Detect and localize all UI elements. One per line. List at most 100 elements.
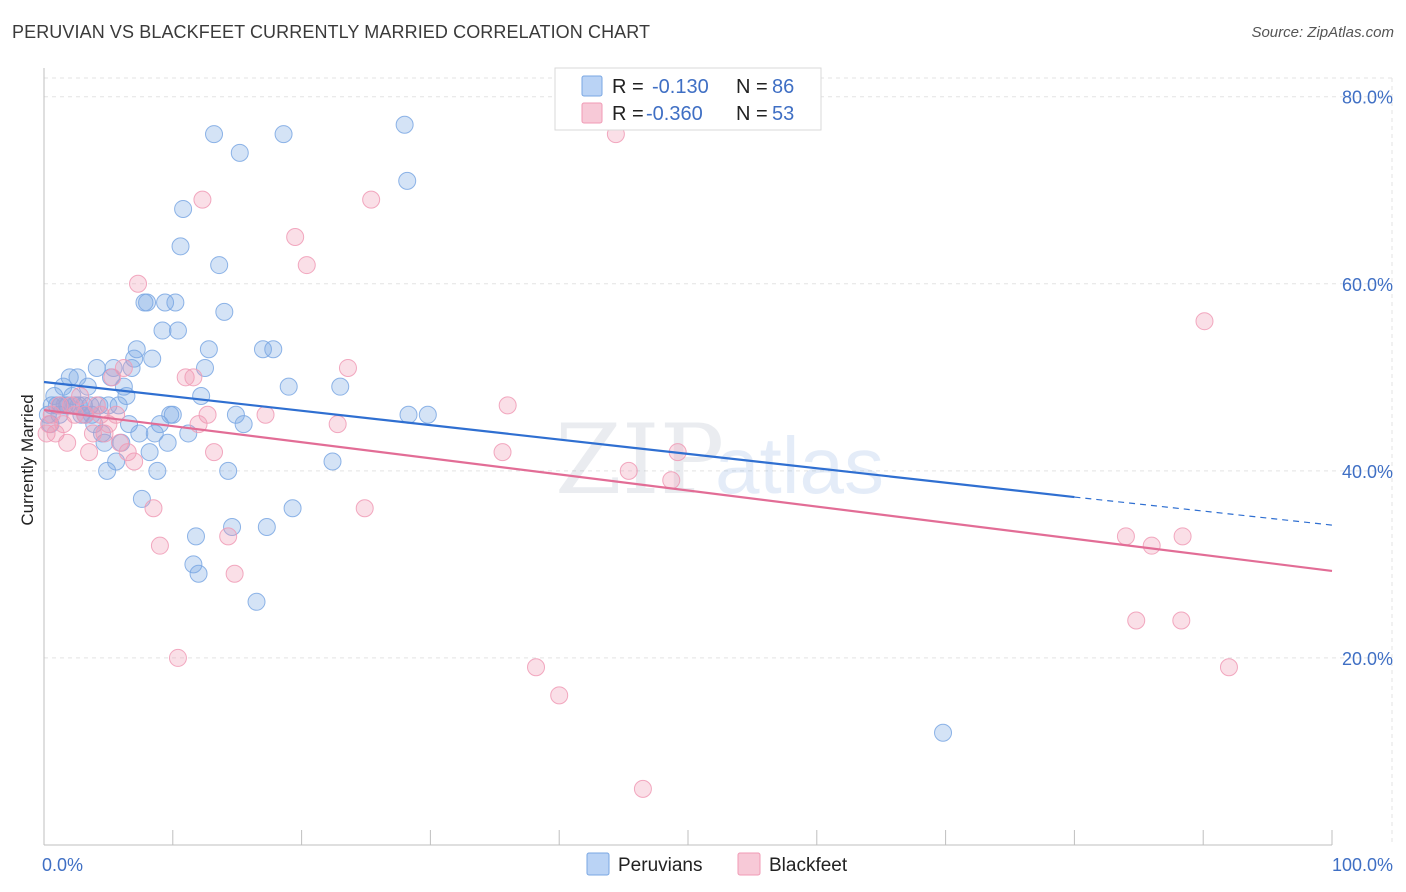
peruvians-point [323,452,342,471]
watermark-zip: ZIP [555,404,724,516]
peruvians-point [283,499,302,518]
peruvians-point [104,358,123,377]
blackfeet-point [297,256,316,275]
peruvians-point [168,321,187,340]
peruvians-point [934,723,953,742]
blackfeet-point [498,396,517,415]
stats-legend: R = -0.130 N = 86 R = -0.360 N = 53 [554,67,822,131]
legend-r-value-1: -0.130 [652,76,709,98]
peruvians-point [143,349,162,368]
axes: 20.0% 40.0% 60.0% 80.0% 0.0% 100.0% [42,68,1393,875]
peruvians-swatch [581,75,603,97]
bottom-legend-peruvians-swatch [586,852,610,876]
blackfeet-point [1195,312,1214,331]
peruvians-point [74,396,93,415]
blackfeet-point [87,396,106,415]
peruvians-point [279,377,298,396]
blackfeet-point [129,274,148,293]
blackfeet-trend-line [43,408,1333,573]
blackfeet-point [71,387,90,406]
peruvians-point [184,555,203,574]
blackfeet-point [184,368,203,387]
series-blackfeet [37,125,1238,798]
peruvians-point [98,461,117,480]
peruvians-point [247,592,266,611]
blackfeet-point [1127,611,1146,630]
blackfeet-point [355,499,374,518]
peruvians-point [264,340,283,359]
peruvians-point [418,405,437,424]
peruvians-point [156,293,175,312]
peruvians-point [158,433,177,452]
blackfeet-point [256,405,275,424]
legend-r-value-2: -0.360 [646,103,703,125]
x-tick-label-min: 0.0% [42,855,83,875]
blackfeet-point [1219,658,1238,677]
bottom-legend-blackfeet-label: Blackfeet [769,855,848,876]
blackfeet-point [110,433,129,452]
blackfeet-point [1142,536,1161,555]
peruvians-point [219,461,238,480]
blackfeet-point [219,527,238,546]
peruvians-point [230,143,249,162]
peruvians-trend-line [43,380,1075,499]
peruvians-point [81,396,100,415]
peruvians-point [226,405,245,424]
blackfeet-point [633,779,652,798]
blackfeet-point [550,686,569,705]
blackfeet-point [493,443,512,462]
peruvians-point [205,125,224,144]
peruvians-point [138,293,157,312]
blackfeet-point [328,415,347,434]
peruvians-point [398,171,417,190]
blackfeet-point [168,648,187,667]
y-tick-label-80: 80.0% [1342,88,1393,108]
blackfeet-point [193,190,212,209]
bottom-legend-peruvians-label: Peruvians [618,855,703,876]
peruvians-point [127,340,146,359]
blackfeet-point [114,358,133,377]
blackfeet-point [338,358,357,377]
peruvians-point [223,517,242,536]
peruvians-trend-extension [1074,496,1333,526]
peruvians-point [331,377,350,396]
legend-r-label-2: R = [612,103,644,125]
watermark: ZIP atlas [555,404,884,516]
blackfeet-point [58,433,77,452]
peruvians-point [210,256,229,275]
peruvians-point [253,340,272,359]
bottom-legend-blackfeet-swatch [737,852,761,876]
x-tick-label-max: 100.0% [1332,855,1393,875]
blackfeet-point [225,564,244,583]
blackfeet-point [1172,611,1191,630]
series-peruvians [38,115,953,742]
y-tick-label-40: 40.0% [1342,462,1393,482]
peruvians-point [130,424,149,443]
peruvians-point [171,237,190,256]
blackfeet-point [91,405,110,424]
peruvians-point [186,527,205,546]
peruvians-point [395,115,414,134]
peruvians-point [192,387,211,406]
blackfeet-point [95,424,114,443]
trend-lines [43,380,1333,573]
blackfeet-point [176,368,195,387]
peruvians-point [257,517,276,536]
blackfeet-point [99,415,118,434]
blackfeet-point [1173,527,1192,546]
source-label: Source: ZipAtlas.com [1251,24,1394,41]
peruvians-point [199,340,218,359]
peruvians-point [54,377,73,396]
y-tick-label-60: 60.0% [1342,275,1393,295]
blackfeet-point [80,443,99,462]
blackfeet-point [286,228,305,247]
peruvians-point [274,125,293,144]
legend-n-label-1: N = [736,76,768,98]
blackfeet-point [619,461,638,480]
peruvians-point [399,405,418,424]
peruvians-point [189,564,208,583]
peruvians-point [153,321,172,340]
peruvians-point [166,293,185,312]
blackfeet-point [205,443,224,462]
